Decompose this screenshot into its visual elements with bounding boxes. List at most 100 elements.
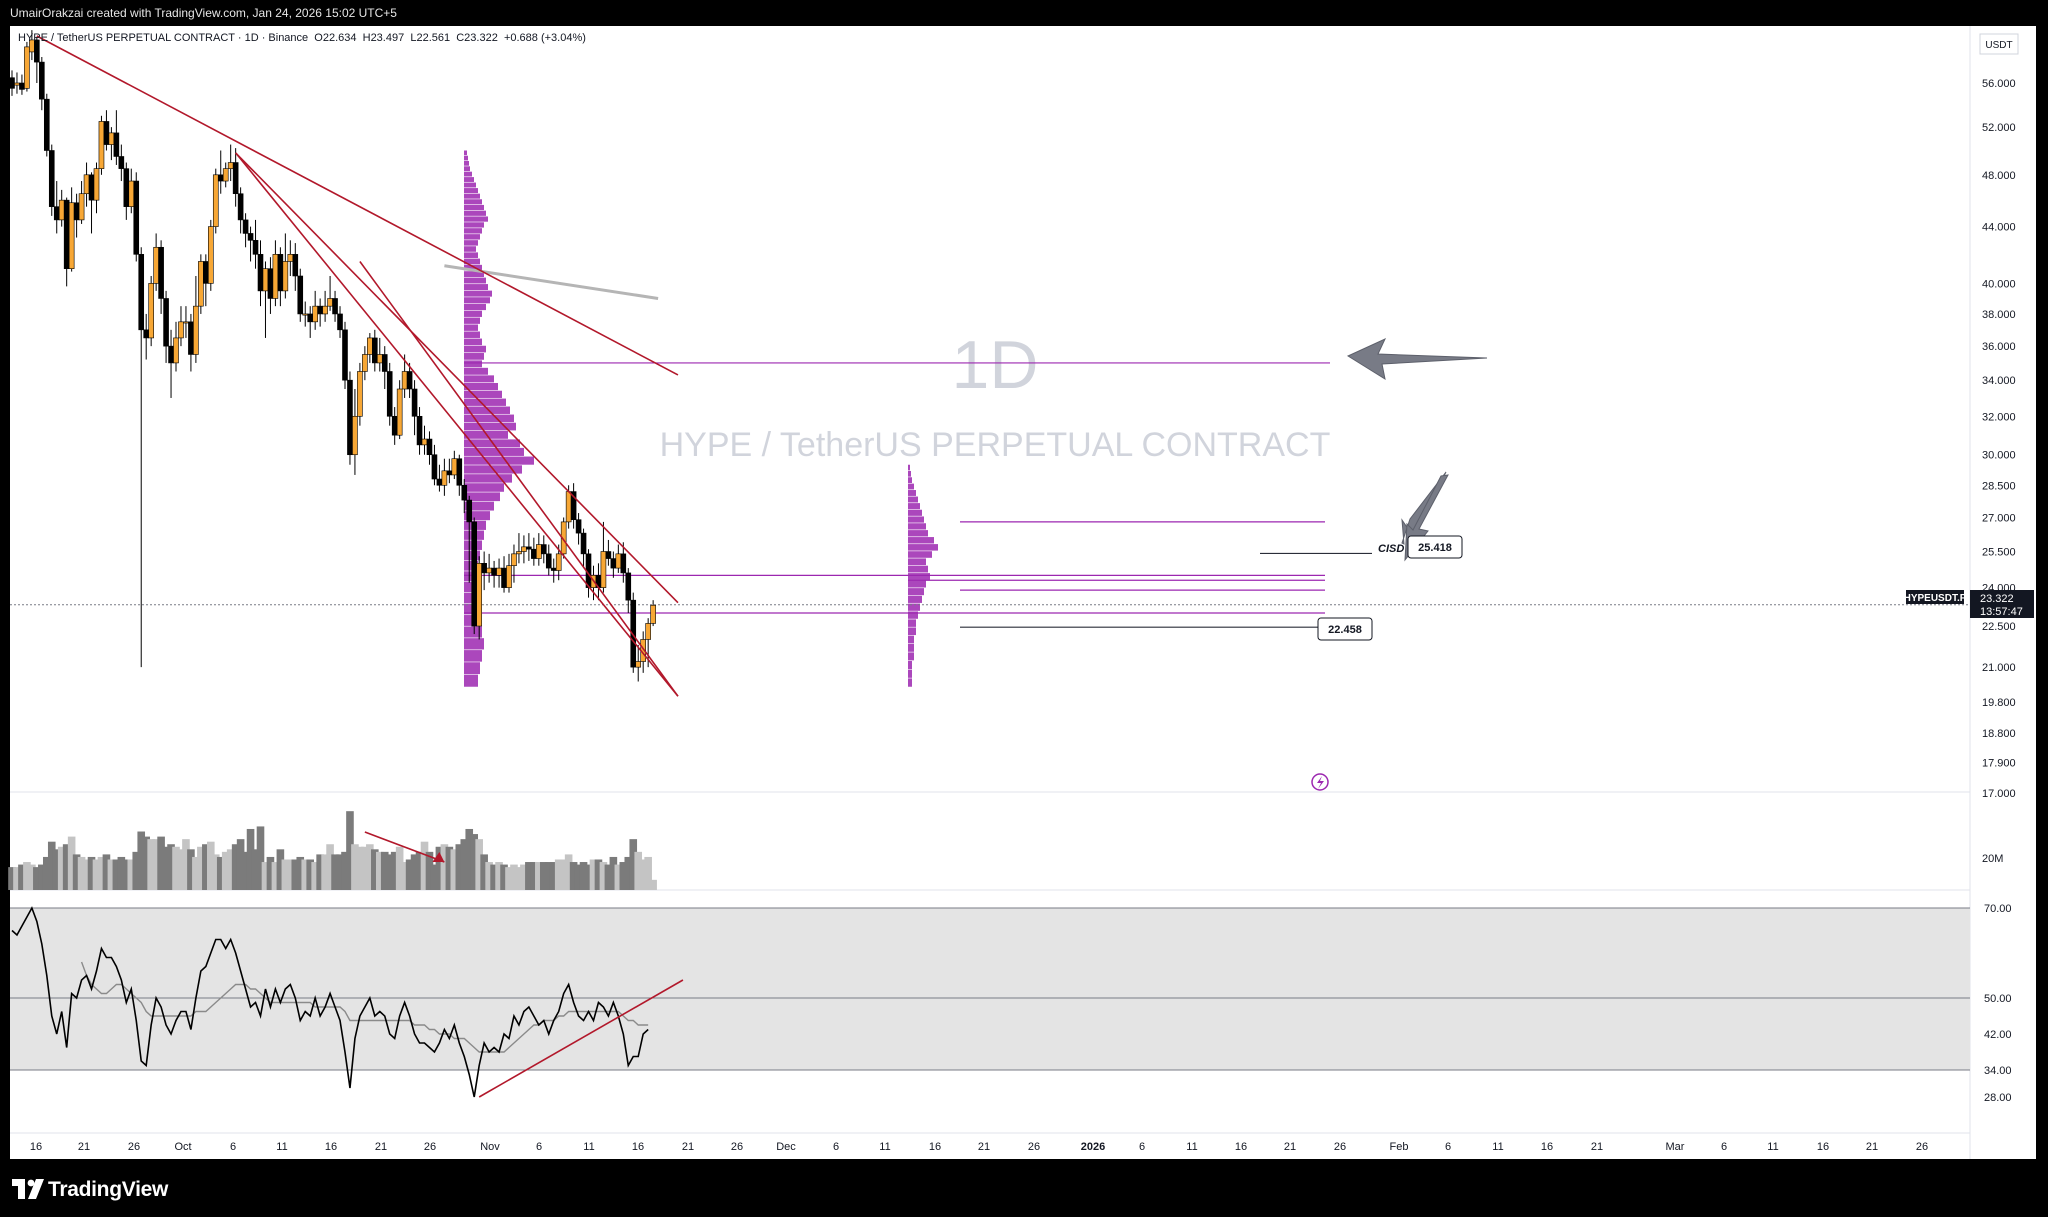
- candle-down: [292, 254, 299, 277]
- candle-up: [322, 305, 328, 315]
- candle-up: [516, 551, 522, 555]
- candle-down: [386, 371, 393, 417]
- volume-profile-bar: [464, 626, 482, 638]
- time-axis-label: 26: [424, 1141, 436, 1153]
- volume-profile-bar: [464, 398, 506, 406]
- volume-profile-bar: [908, 516, 924, 523]
- time-axis-label: Dec: [776, 1141, 796, 1153]
- price-tick-label: 38.000: [1982, 309, 2016, 321]
- price-tick-label: 34.000: [1982, 375, 2016, 387]
- time-axis-label: 16: [632, 1141, 644, 1153]
- rsi-band-background: [10, 908, 1970, 1070]
- volume-bar: [361, 846, 369, 890]
- time-axis-label: 21: [1591, 1141, 1603, 1153]
- volume-bar: [510, 864, 518, 890]
- candle-up: [208, 226, 214, 284]
- symbol-price-tag: [1906, 590, 1964, 604]
- volume-profile-bar: [464, 210, 486, 216]
- volume-profile-bar: [464, 414, 514, 423]
- candle-down: [605, 551, 612, 559]
- volume-profile-bar: [464, 447, 524, 456]
- candle-down: [630, 599, 637, 668]
- volume-profile-bar: [908, 523, 926, 530]
- time-axis-label: 6: [1721, 1141, 1727, 1153]
- volume-bar: [490, 864, 498, 890]
- candle-down: [391, 415, 398, 436]
- volume-profile-bar: [464, 662, 480, 675]
- candle-down: [158, 246, 164, 299]
- candle-up: [148, 283, 154, 339]
- candle-up: [357, 371, 363, 417]
- volume-profile-bar: [464, 234, 480, 240]
- volume-bar: [137, 831, 146, 890]
- volume-bar: [87, 856, 96, 890]
- candle-up: [635, 661, 642, 668]
- volume-profile-bar: [464, 492, 500, 502]
- volume-bar: [221, 851, 230, 890]
- candle-down: [342, 329, 348, 381]
- volume-bar: [525, 862, 533, 890]
- volume-bar: [385, 854, 394, 890]
- candle-down: [217, 174, 224, 182]
- volume-bar: [33, 867, 41, 890]
- volume-profile-bar: [464, 456, 534, 465]
- volume-bar: [276, 849, 285, 890]
- time-axis-label: 21: [1284, 1141, 1296, 1153]
- volume-profile-bar: [464, 603, 478, 615]
- candle-down: [88, 174, 95, 201]
- candle-up: [83, 174, 90, 195]
- price-tick-label: 56.000: [1982, 78, 2016, 90]
- candle-down: [118, 156, 125, 169]
- candle-down: [381, 354, 388, 372]
- volume-bar: [271, 862, 280, 890]
- candle-down: [446, 470, 453, 476]
- candle-up: [24, 46, 30, 89]
- volume-bar: [296, 856, 305, 890]
- candle-up: [68, 202, 75, 269]
- volume-profile-bar: [464, 324, 478, 331]
- price-tick-label: 22.500: [1982, 621, 2016, 633]
- volume-profile-bar: [908, 477, 912, 484]
- candle-up: [312, 305, 318, 323]
- candle-down: [203, 261, 209, 284]
- candle-down: [53, 206, 60, 221]
- volume-bar: [445, 846, 454, 890]
- volume-bar: [306, 859, 314, 890]
- candle-down: [416, 415, 423, 446]
- rsi-line: [11, 906, 649, 1098]
- candle-down: [252, 240, 259, 255]
- candle-down: [491, 567, 497, 576]
- candle-up: [565, 491, 572, 523]
- candle-down: [372, 337, 378, 364]
- rsi-tick-label: 28.00: [1984, 1092, 2012, 1104]
- candle-up: [367, 337, 373, 355]
- candle-down: [267, 268, 274, 299]
- volume-bar: [241, 851, 250, 890]
- candle-down: [73, 202, 80, 221]
- volume-profile-bar: [464, 406, 510, 414]
- volume-bar: [599, 862, 608, 890]
- volume-profile-bar: [908, 678, 912, 687]
- candle-up: [401, 371, 408, 390]
- candle-down: [501, 567, 507, 588]
- volume-bar: [564, 854, 573, 890]
- volume-bar: [321, 854, 329, 890]
- volume-profile-bar: [464, 216, 488, 222]
- volume-bar: [435, 846, 444, 890]
- volume-bar: [505, 867, 513, 890]
- candle-up: [645, 623, 651, 640]
- volume-bar: [420, 841, 429, 890]
- volume-bar: [356, 846, 364, 890]
- volume-bar: [559, 859, 568, 890]
- price-chart[interactable]: 1D HYPE / TetherUS PERPETUAL CONTRACT USDT…: [0, 24, 2048, 1161]
- cisd-price-box: [1407, 535, 1463, 559]
- volume-bar: [629, 839, 638, 890]
- cisd-label: CISD: [1378, 543, 1404, 555]
- volume-bar: [167, 844, 175, 890]
- candle-up: [555, 553, 562, 571]
- time-axis-label: 6: [833, 1141, 839, 1153]
- candle-down: [48, 150, 55, 207]
- time-axis-label: 21: [78, 1141, 90, 1153]
- price-tick-label: 21.000: [1982, 662, 2016, 674]
- volume-profile-bar: [464, 638, 484, 650]
